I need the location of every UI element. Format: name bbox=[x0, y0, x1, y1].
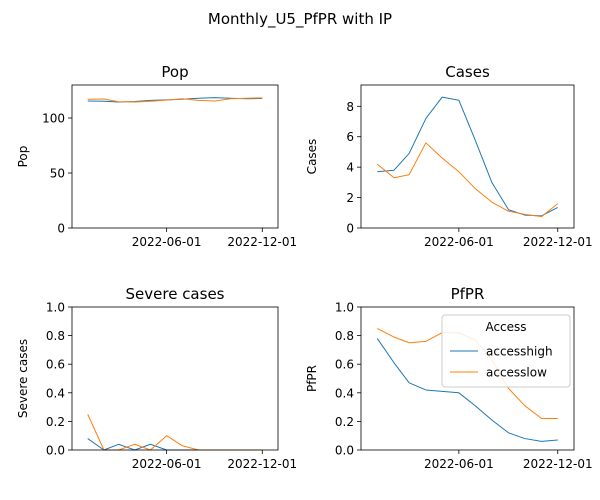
y-tick-label: 0 bbox=[346, 222, 354, 236]
series-line-accesshigh bbox=[376, 338, 558, 442]
y-tick-label: 0.4 bbox=[46, 386, 65, 400]
y-tick-label: 0.4 bbox=[335, 386, 354, 400]
x-tick-label: 2022-06-01 bbox=[132, 235, 202, 249]
y-tick-label: 2 bbox=[346, 191, 354, 205]
subplot-title: Cases bbox=[445, 63, 490, 81]
subplot-pop: Pop 0 50 100 2022-06-01 2022-12-01 Pop bbox=[16, 63, 297, 249]
y-tick-label: 6 bbox=[346, 130, 354, 144]
figure-title: Monthly_U5_PfPR with IP bbox=[208, 10, 392, 29]
y-tick-label: 1.0 bbox=[46, 301, 65, 315]
series-line-accesslow bbox=[87, 414, 263, 451]
subplot-title: Pop bbox=[161, 63, 188, 81]
x-tick-label: 2022-06-01 bbox=[424, 235, 494, 249]
series-line-accesshigh bbox=[87, 438, 263, 451]
y-tick-label: 100 bbox=[42, 112, 65, 126]
axes-frame bbox=[360, 84, 575, 229]
y-tick-label: 0.0 bbox=[335, 444, 354, 458]
x-tick-label: 2022-06-01 bbox=[424, 457, 494, 471]
series-line-accesshigh bbox=[377, 96, 558, 217]
subplot-title: Severe cases bbox=[126, 285, 225, 303]
y-tick-label: 0.2 bbox=[335, 415, 354, 429]
x-tick-label: 2022-06-01 bbox=[132, 457, 202, 471]
subplot-title: PfPR bbox=[451, 285, 485, 303]
x-tick-label: 2022-12-01 bbox=[523, 457, 593, 471]
series-line-accesslow bbox=[87, 97, 263, 103]
subplot-severe-cases: Severe cases 0.0 0.2 0.4 0.6 0.8 1.0 2022-06-01… bbox=[16, 285, 297, 471]
y-tick-label: 1.0 bbox=[335, 301, 354, 315]
y-axis-label: Severe cases bbox=[16, 339, 30, 418]
y-tick-label: 0 bbox=[57, 222, 65, 236]
x-tick-label: 2022-12-01 bbox=[227, 235, 297, 249]
y-tick-label: 4 bbox=[346, 161, 354, 175]
y-tick-label: 0.0 bbox=[46, 444, 65, 458]
subplot-pfpr: PfPR 0.0 0.2 0.4 0.6 0.8 1.0 2022-06-01 2022-12-… bbox=[305, 285, 593, 471]
axes-frame bbox=[71, 84, 279, 229]
y-tick-label: 8 bbox=[346, 100, 354, 114]
x-tick-label: 2022-12-01 bbox=[227, 457, 297, 471]
y-tick-label: 0.8 bbox=[46, 329, 65, 343]
y-tick-label: 0.6 bbox=[46, 358, 65, 372]
y-axis-label: PfPR bbox=[305, 365, 319, 392]
legend: Access accesshigh accesslow bbox=[441, 314, 571, 388]
legend-label-accesslow: accesslow bbox=[486, 366, 547, 380]
legend-title: Access bbox=[485, 320, 526, 334]
axes-frame bbox=[360, 306, 575, 451]
y-tick-label: 0.6 bbox=[335, 358, 354, 372]
y-tick-label: 0.2 bbox=[46, 415, 65, 429]
y-axis-label: Pop bbox=[16, 146, 30, 168]
legend-box bbox=[441, 314, 571, 388]
subplot-cases: Cases 0 2 4 6 8 2022-06-01 2022-12-01 Cases bbox=[305, 63, 593, 249]
series-line-accesslow bbox=[376, 142, 559, 218]
y-axis-label: Cases bbox=[305, 139, 319, 175]
legend-label-accesshigh: accesshigh bbox=[486, 345, 553, 359]
axes-frame bbox=[71, 306, 279, 451]
x-tick-label: 2022-12-01 bbox=[523, 235, 593, 249]
y-tick-label: 0.8 bbox=[335, 329, 354, 343]
y-tick-label: 50 bbox=[50, 167, 65, 181]
